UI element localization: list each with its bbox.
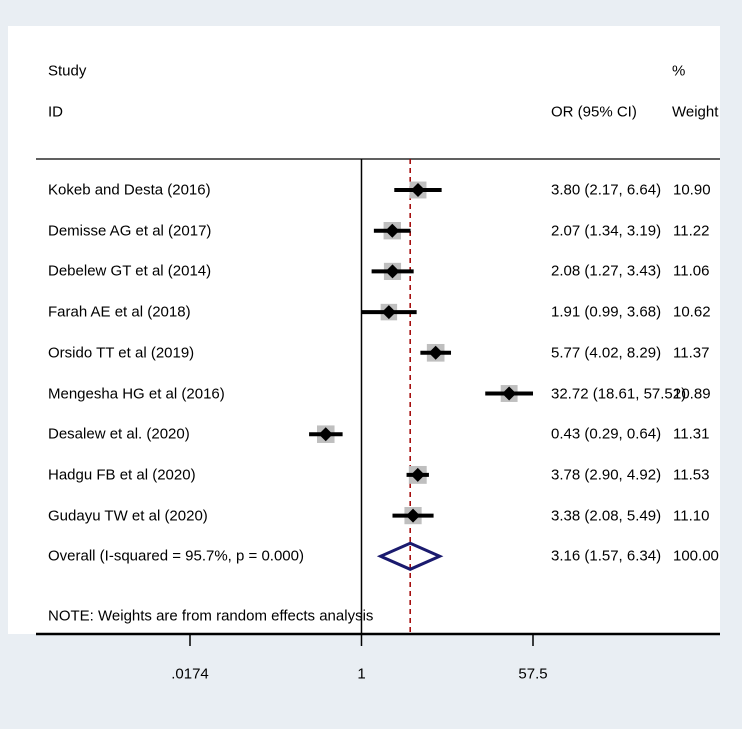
- x-tick-label: 1: [357, 665, 366, 683]
- study-or-ci: 3.80 (2.17, 6.64): [551, 181, 662, 199]
- overall-diamond: [376, 541, 444, 571]
- study-or-ci: 0.43 (0.29, 0.64): [551, 425, 662, 443]
- or-ci-header: OR (95% CI): [551, 103, 637, 121]
- study-name: Mengesha HG et al (2016): [48, 385, 225, 402]
- study-point-marker: [385, 223, 400, 238]
- study-name: Desalew et al. (2020): [48, 425, 190, 443]
- study-weight: 10.89: [673, 385, 711, 402]
- forest-plot-panel: [8, 26, 720, 634]
- study-point-marker: [406, 508, 421, 523]
- study-point-marker: [502, 386, 517, 401]
- study-point-marker: [318, 427, 333, 442]
- study-weight: 11.06: [673, 262, 710, 280]
- study-weight: 10.90: [673, 181, 711, 199]
- study-or-ci: 2.08 (1.27, 3.43): [551, 262, 662, 280]
- study-weight: 11.22: [673, 222, 710, 240]
- study-weight: 11.31: [673, 425, 710, 443]
- study-or-ci: 3.38 (2.08, 5.49): [551, 507, 662, 525]
- study-weight: 11.53: [673, 466, 710, 484]
- study-weight: 11.37: [673, 344, 710, 362]
- study-or-ci: 32.72 (18.61, 57.52): [551, 385, 687, 402]
- study-point-marker: [385, 264, 400, 279]
- study-weight: 10.62: [673, 303, 711, 321]
- study-header: Study: [48, 62, 87, 80]
- study-weight: 11.10: [673, 507, 710, 525]
- study-or-ci: 5.77 (4.02, 8.29): [551, 344, 662, 362]
- study-name: Kokeb and Desta (2016): [48, 181, 211, 199]
- study-point-marker: [410, 467, 425, 482]
- study-or-ci: 3.78 (2.90, 4.92): [551, 466, 662, 484]
- x-tick-label: .0174: [171, 665, 209, 683]
- study-or-ci: 1.91 (0.99, 3.68): [551, 303, 662, 321]
- study-name: Orsido TT et al (2019): [48, 344, 195, 362]
- percent-header: %: [672, 62, 686, 80]
- x-tick-label: 57.5: [518, 665, 548, 683]
- study-point-marker: [428, 345, 443, 360]
- study-point-marker: [381, 305, 396, 320]
- study-name: Farah AE et al (2018): [48, 303, 191, 321]
- study-point-marker: [410, 183, 425, 197]
- study-name: Debelew GT et al (2014): [48, 262, 212, 280]
- study-or-ci: 2.07 (1.34, 3.19): [551, 222, 662, 240]
- study-name: Hadgu FB et al (2020): [48, 466, 196, 484]
- weight-header: Weight: [672, 103, 719, 121]
- overall-weight: 100.00: [673, 547, 719, 565]
- study-name: Demisse AG et al (2017): [48, 222, 212, 240]
- id-header: ID: [48, 103, 63, 121]
- study-name: Gudayu TW et al (2020): [48, 507, 208, 525]
- weights-note: NOTE: Weights are from random effects an…: [48, 607, 374, 625]
- overall-or-ci: 3.16 (1.57, 6.34): [551, 547, 662, 565]
- overall-label: Overall (I-squared = 95.7%, p = 0.000): [48, 547, 304, 565]
